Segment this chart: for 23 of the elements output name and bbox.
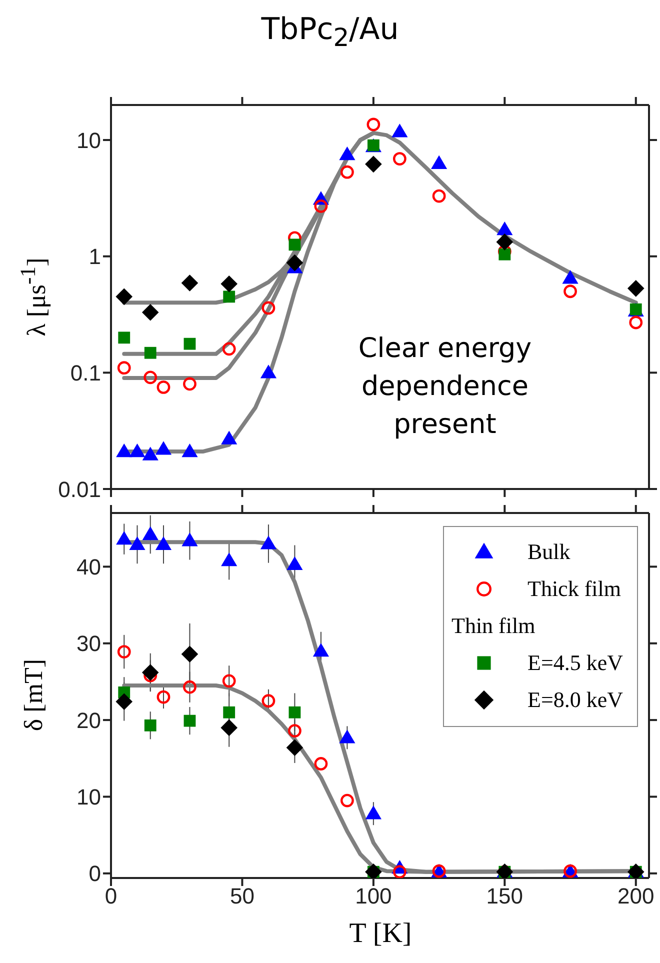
x-tick-label: 0: [104, 884, 118, 909]
x-tick-label: 50: [230, 884, 254, 909]
y-tick-label: 30: [76, 631, 101, 656]
y-axis-title: δ [mT]: [19, 658, 49, 732]
y-tick-label: 20: [76, 708, 101, 733]
y-tick-label: 10: [76, 128, 101, 153]
legend-label: Bulk: [528, 538, 570, 564]
y-tick-label: 10: [76, 784, 101, 810]
annotation: Clear energy dependence present: [357, 332, 533, 442]
y-tick-label: 1: [88, 244, 101, 270]
x-tick-label: 100: [355, 884, 392, 909]
legend-label: E=4.5 keV: [528, 650, 623, 676]
y-tick-label: 40: [76, 554, 101, 580]
legend-label: Thick film: [528, 576, 621, 602]
y-tick-label: 0.01: [58, 476, 101, 502]
y-tick-label: 0.1: [70, 360, 101, 386]
legend-label: E=8.0 keV: [528, 686, 623, 712]
y-tick-label: 0: [88, 861, 101, 886]
x-tick-label: 200: [618, 884, 654, 909]
legend-title: Thin film: [452, 612, 536, 640]
chart-title: TbPc$_{2}$/Au: [260, 12, 400, 52]
x-axis-title: T [K]: [349, 918, 412, 950]
x-tick-label: 150: [486, 884, 524, 909]
